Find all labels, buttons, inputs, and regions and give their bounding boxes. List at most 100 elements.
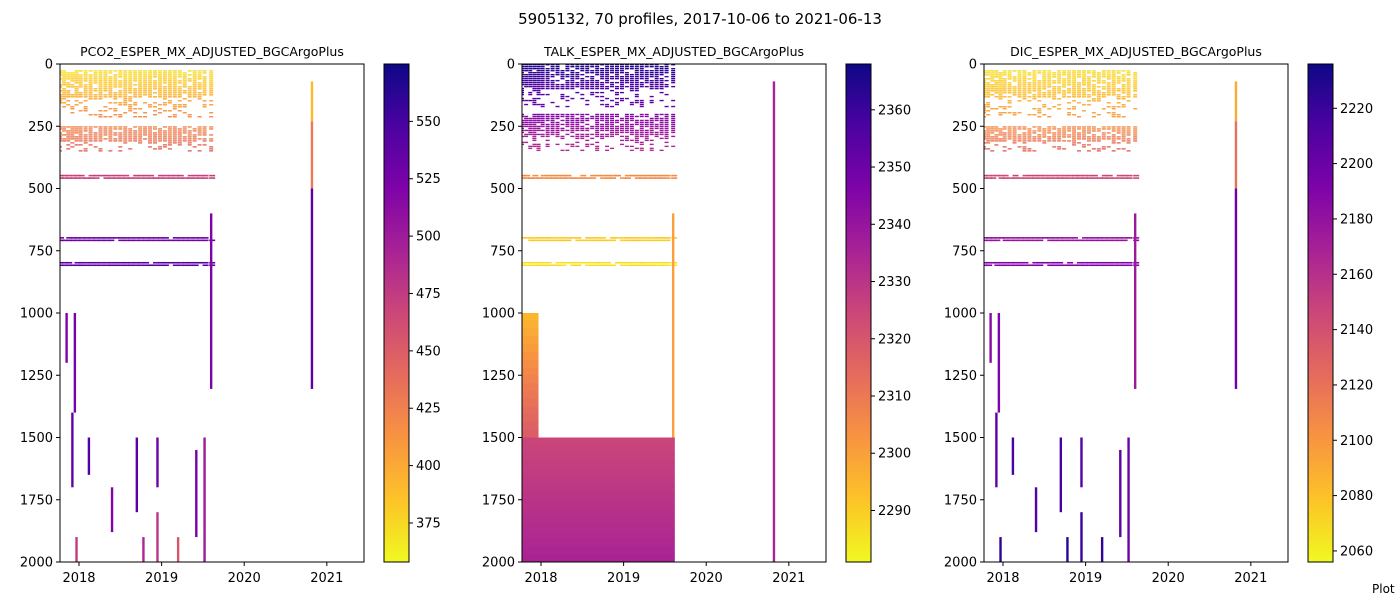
heatmap-cell — [88, 177, 95, 179]
heatmap-block-cell — [522, 375, 539, 384]
heatmap-cell — [128, 100, 133, 102]
heatmap-cell — [1052, 174, 1059, 177]
heatmap-cell — [654, 64, 659, 66]
heatmap-cell — [138, 128, 143, 130]
heatmap-cell — [209, 146, 214, 148]
heatmap-cell — [659, 127, 664, 130]
heatmap-cell — [1086, 126, 1091, 128]
heatmap-cell — [1017, 146, 1022, 148]
heatmap-cell — [1096, 86, 1101, 88]
heatmap-cell — [167, 96, 172, 98]
heatmap-cell — [182, 80, 187, 82]
heatmap-cell — [580, 67, 585, 70]
heatmap-cell — [585, 135, 590, 138]
heatmap-cell — [128, 72, 133, 74]
heatmap-cell — [118, 177, 125, 179]
heatmap-cell — [1126, 80, 1131, 82]
heatmap-cell — [1032, 261, 1039, 264]
heatmap-cell — [555, 177, 562, 179]
heatmap-cell — [118, 84, 123, 86]
heatmap-cell — [1086, 72, 1091, 74]
heatmap-cell — [590, 237, 597, 239]
heatmap-cell — [182, 72, 187, 74]
heatmap-cell — [528, 117, 533, 120]
heatmap-cell — [1072, 132, 1077, 134]
heatmap-cell — [644, 69, 649, 72]
heatmap-cell — [624, 137, 629, 140]
heatmap-cell — [522, 77, 524, 80]
heatmap-cell — [182, 140, 187, 142]
heatmap-cell — [540, 135, 545, 138]
heatmap-cell — [545, 139, 550, 142]
heatmap-cell — [1077, 76, 1081, 78]
heatmap-cell — [197, 72, 202, 74]
heatmap-cell — [624, 125, 629, 128]
heatmap-cell — [600, 135, 605, 138]
heatmap-cell — [1002, 264, 1009, 267]
heatmap-cell — [157, 177, 164, 179]
heatmap-cell — [182, 90, 187, 92]
heatmap-cell — [153, 102, 157, 104]
heatmap-cell — [605, 97, 610, 100]
heatmap-cell — [624, 237, 631, 239]
heatmap-cell — [138, 86, 143, 88]
heatmap-cell — [595, 64, 600, 66]
heatmap-cell — [545, 85, 550, 88]
heatmap-cell — [659, 129, 664, 132]
heatmap-cell — [639, 237, 646, 239]
heatmap-cell — [197, 98, 202, 100]
heatmap-cell — [123, 134, 128, 136]
heatmap-cell — [629, 89, 634, 92]
heatmap-cell — [202, 80, 207, 82]
heatmap-cell — [88, 96, 93, 98]
heatmap-cell — [88, 134, 93, 136]
heatmap-cell — [192, 138, 197, 140]
heatmap-cell — [1091, 130, 1096, 132]
heatmap-cell — [664, 83, 669, 86]
heatmap-cell — [1086, 264, 1093, 267]
heatmap-cell — [560, 87, 565, 90]
heatmap-cell — [1042, 86, 1047, 88]
heatmap-cell — [1072, 82, 1077, 84]
heatmap-cell — [595, 133, 600, 136]
heatmap-cell — [1111, 86, 1116, 88]
heatmap-cell — [1106, 138, 1111, 140]
heatmap-cell — [83, 72, 88, 74]
heatmap-cell — [1091, 174, 1098, 177]
heatmap-cell — [88, 138, 93, 140]
heatmap-cell — [148, 174, 155, 177]
heatmap-cell — [1062, 140, 1067, 142]
heatmap-cell — [570, 119, 575, 122]
heatmap-cell — [555, 64, 560, 66]
heatmap-cell — [1091, 90, 1096, 92]
heatmap-cell — [550, 79, 555, 82]
heatmap-cell — [644, 75, 649, 78]
heatmap-cell — [664, 67, 669, 70]
heatmap-cell — [128, 84, 133, 86]
heatmap-cell — [1042, 78, 1047, 80]
heatmap-cell — [153, 80, 157, 82]
heatmap-cell — [664, 71, 669, 74]
heatmap-cell — [162, 144, 167, 146]
heatmap-cell — [98, 150, 103, 152]
heatmap-cell — [986, 261, 993, 264]
heatmap-cell — [103, 76, 108, 78]
heatmap-cell — [550, 64, 555, 66]
heatmap-cell — [1007, 90, 1012, 92]
heatmap-cell — [62, 94, 67, 96]
heatmap-cell — [1027, 128, 1032, 130]
heatmap-cell — [532, 67, 537, 70]
heatmap-cell — [671, 81, 676, 84]
heatmap-cell — [1047, 82, 1052, 84]
heatmap-cell — [187, 116, 192, 118]
heatmap-cell — [585, 64, 590, 66]
heatmap-cell — [1012, 138, 1017, 140]
heatmap-cell — [1022, 96, 1027, 98]
heatmap-cell — [62, 88, 67, 90]
heatmap-cell — [990, 108, 995, 110]
heatmap-cell — [575, 264, 582, 267]
heatmap-cell — [192, 134, 197, 136]
profile-segment — [65, 313, 68, 363]
heatmap-cell — [532, 75, 537, 78]
